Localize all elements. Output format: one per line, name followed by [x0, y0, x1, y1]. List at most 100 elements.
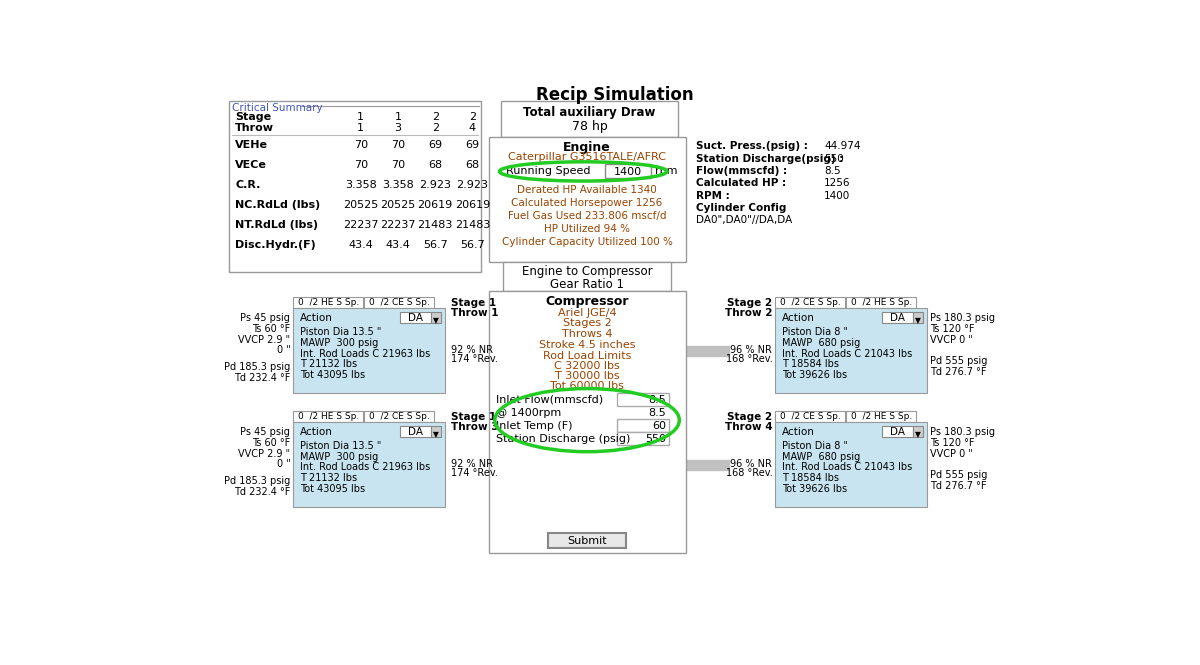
Text: Int. Rod Loads C 21043 lbs: Int. Rod Loads C 21043 lbs — [781, 348, 912, 358]
FancyBboxPatch shape — [293, 422, 444, 507]
Text: 20619: 20619 — [455, 200, 490, 210]
Text: Derated HP Available 1340: Derated HP Available 1340 — [517, 184, 656, 195]
Text: Stages 2: Stages 2 — [563, 319, 612, 329]
FancyBboxPatch shape — [488, 137, 685, 261]
Text: 168 °Rev.: 168 °Rev. — [726, 468, 773, 478]
Text: 44.974: 44.974 — [824, 142, 860, 152]
Text: Tot 60000 lbs: Tot 60000 lbs — [550, 381, 624, 391]
Text: T 30000 lbs: T 30000 lbs — [554, 371, 619, 381]
Text: Int. Rod Loads C 21963 lbs: Int. Rod Loads C 21963 lbs — [300, 348, 430, 358]
FancyBboxPatch shape — [605, 164, 652, 178]
Text: 550: 550 — [646, 434, 666, 444]
Text: Piston Dia 8 ": Piston Dia 8 " — [781, 327, 847, 337]
Text: 2: 2 — [432, 112, 439, 122]
FancyBboxPatch shape — [775, 309, 926, 393]
Text: 0  /2 HE S Sp.: 0 /2 HE S Sp. — [298, 299, 359, 307]
Text: VEHe: VEHe — [235, 140, 269, 150]
Text: Ps 180.3 psig: Ps 180.3 psig — [930, 427, 995, 437]
Text: 0 ": 0 " — [276, 460, 290, 469]
Text: Throw 2: Throw 2 — [725, 308, 773, 318]
Text: 21483: 21483 — [455, 220, 490, 230]
Text: T 21132 lbs: T 21132 lbs — [300, 473, 356, 483]
Text: Action: Action — [781, 313, 815, 323]
Text: 0  /2 HE S Sp.: 0 /2 HE S Sp. — [851, 412, 912, 422]
Text: DA: DA — [408, 313, 422, 323]
Text: Td 232.4 °F: Td 232.4 °F — [234, 373, 290, 383]
FancyBboxPatch shape — [913, 426, 924, 437]
Text: rpm: rpm — [655, 166, 678, 176]
Text: MAWP  680 psig: MAWP 680 psig — [781, 452, 860, 462]
FancyBboxPatch shape — [617, 432, 670, 445]
Text: Piston Dia 13.5 ": Piston Dia 13.5 " — [300, 441, 380, 451]
Text: MAWP  300 psig: MAWP 300 psig — [300, 338, 378, 348]
Text: 1400: 1400 — [824, 191, 851, 201]
Text: 20525: 20525 — [343, 200, 378, 210]
Text: Compressor: Compressor — [545, 295, 629, 309]
Text: 0  /2 CE S Sp.: 0 /2 CE S Sp. — [780, 412, 840, 422]
Text: 56.7: 56.7 — [422, 240, 448, 250]
Text: 1: 1 — [358, 112, 365, 122]
Text: Fuel Gas Used 233.806 mscf/d: Fuel Gas Used 233.806 mscf/d — [508, 211, 666, 221]
FancyBboxPatch shape — [548, 533, 626, 548]
Text: 70: 70 — [391, 160, 406, 170]
Text: DA: DA — [889, 313, 905, 323]
FancyBboxPatch shape — [846, 411, 916, 422]
Text: VVCP 0 ": VVCP 0 " — [930, 449, 972, 459]
Text: ▼: ▼ — [916, 316, 920, 325]
Text: Stage 2: Stage 2 — [727, 299, 773, 309]
Text: @ 1400rpm: @ 1400rpm — [497, 408, 562, 418]
Text: Suct. Press.(psig) :: Suct. Press.(psig) : — [696, 142, 809, 152]
Text: 68: 68 — [466, 160, 480, 170]
FancyBboxPatch shape — [293, 309, 444, 393]
Text: Stage 1: Stage 1 — [451, 412, 496, 422]
Text: Ps 180.3 psig: Ps 180.3 psig — [930, 313, 995, 323]
Text: 0 ": 0 " — [276, 345, 290, 356]
FancyBboxPatch shape — [775, 411, 845, 422]
FancyBboxPatch shape — [775, 422, 926, 507]
Text: Tot 43095 lbs: Tot 43095 lbs — [300, 370, 365, 380]
Text: 92 % NR: 92 % NR — [451, 459, 493, 469]
Text: 0  /2 CE S Sp.: 0 /2 CE S Sp. — [368, 412, 430, 422]
Text: 22237: 22237 — [343, 220, 378, 230]
Text: Running Speed: Running Speed — [505, 166, 590, 176]
Text: 0  /2 HE S Sp.: 0 /2 HE S Sp. — [298, 412, 359, 422]
Text: Stroke 4.5 inches: Stroke 4.5 inches — [539, 340, 635, 350]
Text: Critical Summary: Critical Summary — [232, 103, 323, 113]
Text: Inlet Temp (F): Inlet Temp (F) — [497, 421, 572, 431]
Text: Pd 555 psig: Pd 555 psig — [930, 470, 988, 480]
Text: Recip Simulation: Recip Simulation — [536, 86, 694, 104]
Text: Action: Action — [781, 427, 815, 437]
FancyBboxPatch shape — [293, 411, 362, 422]
Text: Calculated Horsepower 1256: Calculated Horsepower 1256 — [511, 198, 662, 207]
Text: MAWP  300 psig: MAWP 300 psig — [300, 452, 378, 462]
FancyBboxPatch shape — [365, 297, 434, 309]
FancyBboxPatch shape — [504, 261, 671, 291]
Text: T 21132 lbs: T 21132 lbs — [300, 359, 356, 369]
Text: Ts 60 °F: Ts 60 °F — [252, 324, 290, 334]
FancyBboxPatch shape — [293, 297, 362, 309]
Text: DA: DA — [889, 427, 905, 437]
Text: DA: DA — [408, 427, 422, 437]
FancyBboxPatch shape — [846, 297, 916, 309]
Text: 1: 1 — [358, 123, 365, 133]
FancyBboxPatch shape — [617, 420, 670, 432]
Text: 92 % NR: 92 % NR — [451, 344, 493, 354]
FancyBboxPatch shape — [229, 101, 481, 272]
Text: 43.4: 43.4 — [385, 240, 410, 250]
Text: Station Discharge (psig): Station Discharge (psig) — [497, 434, 631, 444]
Text: Pd 185.3 psig: Pd 185.3 psig — [224, 476, 290, 486]
Text: 69: 69 — [466, 140, 480, 150]
Text: 70: 70 — [354, 160, 368, 170]
Text: ▼: ▼ — [433, 430, 439, 439]
Text: 0  /2 HE S Sp.: 0 /2 HE S Sp. — [851, 299, 912, 307]
FancyBboxPatch shape — [882, 426, 913, 437]
Text: NT.RdLd (lbs): NT.RdLd (lbs) — [235, 220, 318, 230]
Text: MAWP  680 psig: MAWP 680 psig — [781, 338, 860, 348]
Text: 21483: 21483 — [418, 220, 452, 230]
FancyBboxPatch shape — [400, 426, 431, 437]
Text: 3.358: 3.358 — [382, 180, 414, 190]
Text: Flow(mmscfd) :: Flow(mmscfd) : — [696, 166, 787, 176]
Text: RPM :: RPM : — [696, 191, 730, 201]
Text: 8.5: 8.5 — [824, 166, 841, 176]
Text: HP Utilized 94 %: HP Utilized 94 % — [544, 224, 630, 234]
